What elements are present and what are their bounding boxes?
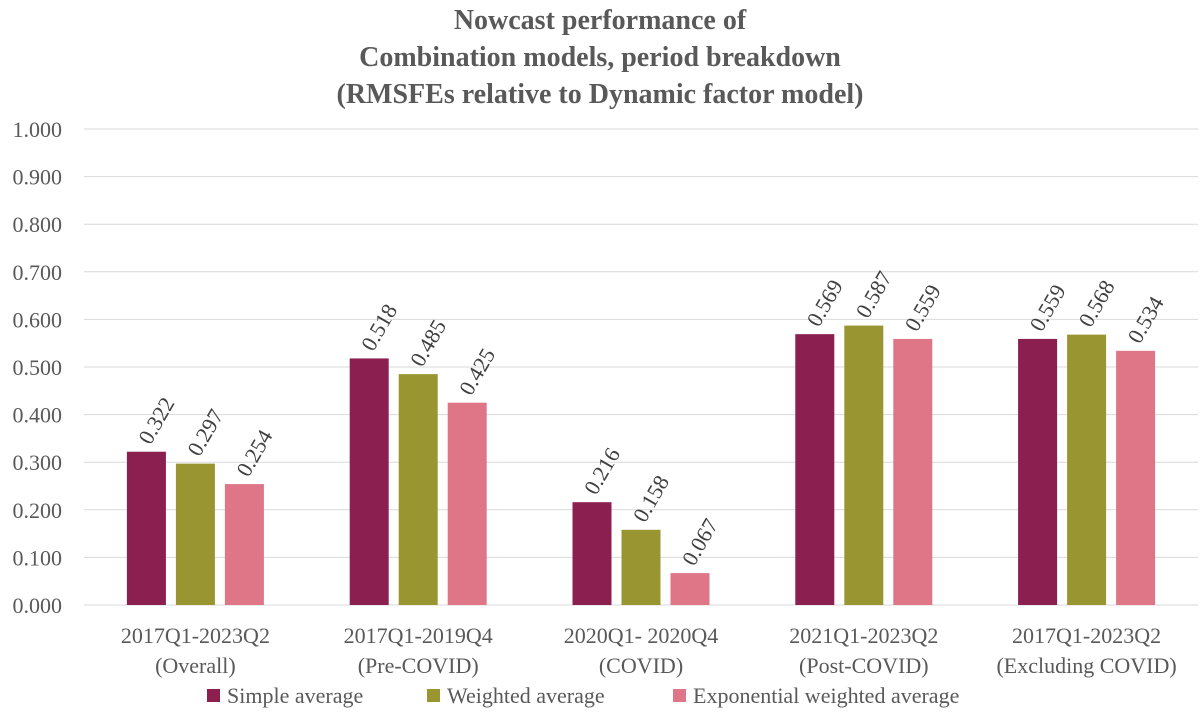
x-tick-label: 2017Q1-2023Q2: [1012, 623, 1161, 648]
y-tick-label: 0.100: [13, 545, 63, 570]
y-tick-label: 0.300: [13, 450, 63, 475]
x-tick-label: (COVID): [599, 653, 683, 678]
bar-weighted-average: [844, 325, 884, 605]
data-label: 0.254: [231, 425, 277, 480]
bar-exponential-weighted-average: [224, 484, 264, 605]
x-tick-label: 2021Q1-2023Q2: [789, 623, 938, 648]
data-label: 0.587: [850, 267, 896, 322]
legend-label: Simple average: [227, 683, 363, 708]
chart-title-line-2: Combination models, period breakdown: [359, 42, 841, 73]
data-label: 0.569: [801, 275, 847, 330]
y-tick-label: 0.500: [13, 355, 63, 380]
x-tick-label: (Excluding COVID): [996, 653, 1176, 678]
chart-title: Nowcast performance of Combination model…: [337, 5, 864, 110]
bar-simple-average: [572, 502, 612, 605]
x-tick-label: (Post-COVID): [799, 653, 929, 678]
bar-exponential-weighted-average: [893, 338, 933, 605]
x-tick-label: 2020Q1- 2020Q4: [564, 623, 719, 648]
y-tick-label: 0.900: [13, 165, 63, 190]
y-tick-label: 0.000: [13, 593, 63, 618]
x-tick-label: 2017Q1-2023Q2: [121, 623, 270, 648]
data-label: 0.158: [628, 471, 674, 526]
y-axis: 0.000 0.100 0.200 0.300 0.400 0.500 0.600 0.700…: [13, 117, 63, 618]
bar-simple-average: [349, 358, 389, 605]
data-label: 0.485: [405, 315, 451, 370]
y-tick-label: 0.800: [13, 212, 63, 237]
x-tick-label: (Overall): [155, 653, 236, 678]
legend-label: Weighted average: [447, 683, 605, 708]
y-tick-label: 1.000: [13, 117, 63, 142]
y-tick-label: 0.700: [13, 260, 63, 285]
bar-weighted-average: [175, 463, 215, 605]
bar-weighted-average: [1067, 334, 1107, 605]
bar-weighted-average: [398, 374, 438, 605]
bar-simple-average: [1018, 338, 1058, 605]
data-label: 0.216: [579, 443, 625, 498]
bar-simple-average: [795, 334, 835, 605]
legend-swatch: [207, 689, 220, 702]
x-tick-label: (Pre-COVID): [358, 653, 479, 678]
y-tick-label: 0.600: [13, 307, 63, 332]
y-tick-label: 0.400: [13, 403, 63, 428]
data-label: 0.559: [1024, 280, 1070, 335]
data-label: 0.067: [677, 514, 723, 569]
bars: [126, 325, 1156, 605]
bar-exponential-weighted-average: [447, 402, 487, 605]
data-label: 0.568: [1073, 276, 1119, 331]
bar-simple-average: [126, 451, 166, 605]
bar-exponential-weighted-average: [670, 573, 710, 605]
legend-swatch: [427, 689, 440, 702]
data-label: 0.322: [133, 393, 179, 448]
bar-weighted-average: [621, 529, 661, 605]
x-tick-label: 2017Q1-2019Q4: [344, 623, 493, 648]
x-axis: 2017Q1-2023Q2 (Overall) 2017Q1-2019Q4 (Pre-…: [121, 623, 1177, 678]
data-label: 0.559: [899, 280, 945, 335]
data-label: 0.297: [182, 405, 228, 460]
data-label: 0.518: [356, 300, 402, 355]
bar-exponential-weighted-average: [1116, 350, 1156, 605]
chart-title-line-1: Nowcast performance of: [454, 5, 747, 36]
gridlines: [84, 128, 1198, 606]
legend-label: Exponential weighted average: [693, 683, 959, 708]
data-label: 0.425: [454, 344, 500, 399]
y-tick-label: 0.200: [13, 498, 63, 523]
chart-title-line-3: (RMSFEs relative to Dynamic factor model…: [337, 79, 864, 110]
legend-swatch: [673, 689, 686, 702]
legend: Simple average Weighted average Exponentia…: [207, 683, 959, 708]
